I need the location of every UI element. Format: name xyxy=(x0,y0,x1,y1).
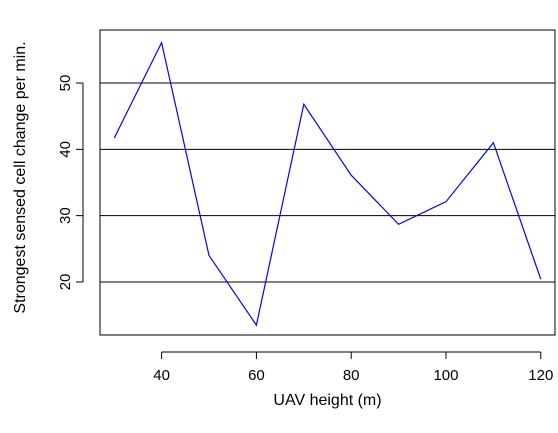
y-tick-label-2: 40 xyxy=(57,141,74,158)
x-tick-label-4: 120 xyxy=(528,367,553,384)
y-tick-label-1: 30 xyxy=(57,207,74,224)
y-tick-label-0: 20 xyxy=(57,274,74,291)
gridlines xyxy=(100,82,555,283)
series-line xyxy=(113,40,542,327)
y-axis: 20 30 40 50 xyxy=(57,75,84,291)
x-tick-label-3: 100 xyxy=(433,367,458,384)
y-axis-title: Strongest sensed cell change per min. xyxy=(12,41,29,313)
y-tick-label-3: 50 xyxy=(57,75,74,92)
x-axis-title: UAV height (m) xyxy=(273,392,381,409)
x-tick-label-1: 60 xyxy=(248,367,265,384)
x-tick-label-2: 80 xyxy=(343,367,360,384)
x-axis: 40 60 80 100 120 xyxy=(153,351,553,384)
plot-frame xyxy=(99,29,556,336)
x-tick-label-0: 40 xyxy=(153,367,170,384)
